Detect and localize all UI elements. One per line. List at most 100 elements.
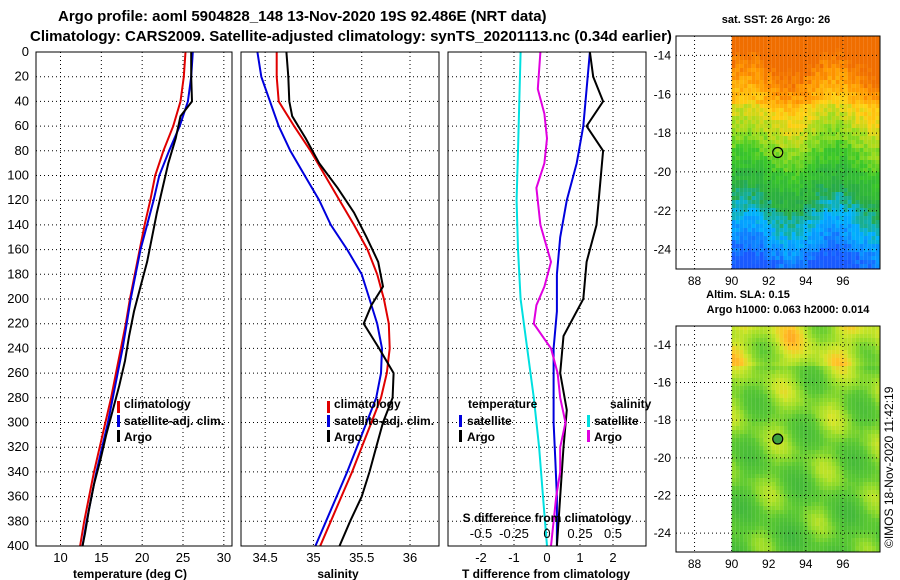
map-cell xyxy=(775,486,780,490)
map-cell xyxy=(831,36,836,40)
map-cell xyxy=(759,466,764,470)
map-cell xyxy=(771,446,776,450)
map-cell xyxy=(755,184,760,188)
map-cell xyxy=(863,48,868,52)
map-cell xyxy=(859,394,864,398)
map-cell xyxy=(791,370,796,374)
map-cell xyxy=(831,56,836,60)
map-cell xyxy=(751,120,756,124)
map-cell xyxy=(763,232,768,236)
map-cell xyxy=(847,362,852,366)
map-cell xyxy=(779,522,784,526)
map-cell xyxy=(803,136,808,140)
map-cell xyxy=(827,36,832,40)
map-cell xyxy=(787,252,792,256)
map-cell xyxy=(799,394,804,398)
map-cell xyxy=(755,378,760,382)
map-cell xyxy=(815,426,820,430)
map-cell xyxy=(779,72,784,76)
map-cell xyxy=(855,76,860,80)
map-cell xyxy=(835,378,840,382)
map-cell xyxy=(771,40,776,44)
map-cell xyxy=(835,44,840,48)
map-cell xyxy=(863,390,868,394)
map-cell xyxy=(847,72,852,76)
map-cell xyxy=(843,394,848,398)
map-cell xyxy=(747,248,752,252)
map-cell xyxy=(771,550,776,552)
map-cell xyxy=(743,104,748,108)
map-cell xyxy=(847,212,852,216)
map-cell xyxy=(839,72,844,76)
map-cell xyxy=(807,414,812,418)
map-cell xyxy=(731,446,736,450)
map-cell xyxy=(811,422,816,426)
map-cell xyxy=(871,152,876,156)
map-cell xyxy=(847,36,852,40)
map-cell xyxy=(747,378,752,382)
map-cell xyxy=(875,550,880,552)
map-cell xyxy=(847,228,852,232)
map-cell xyxy=(863,88,868,92)
map-cell xyxy=(767,478,772,482)
map-cell xyxy=(847,470,852,474)
map-cell xyxy=(755,240,760,244)
map-cell xyxy=(843,148,848,152)
map-cell xyxy=(783,374,788,378)
map-cell xyxy=(799,184,804,188)
map-cell xyxy=(759,442,764,446)
map-cell xyxy=(747,40,752,44)
map-cell xyxy=(823,450,828,454)
map-cell xyxy=(831,426,836,430)
map-cell xyxy=(759,390,764,394)
map-cell xyxy=(807,108,812,112)
map-cell xyxy=(779,486,784,490)
map-cell xyxy=(843,236,848,240)
map-cell xyxy=(759,128,764,132)
map-cell xyxy=(839,156,844,160)
top-x-tick-label: 0.25 xyxy=(567,526,592,541)
map-cell xyxy=(767,180,772,184)
map-cell xyxy=(871,40,876,44)
map-cell xyxy=(803,458,808,462)
map-cell xyxy=(843,172,848,176)
map-cell xyxy=(843,518,848,522)
map-cell xyxy=(835,260,840,264)
map-cell xyxy=(755,546,760,550)
map-cell xyxy=(871,196,876,200)
map-cell xyxy=(779,204,784,208)
map-cell xyxy=(819,410,824,414)
map-cell xyxy=(779,224,784,228)
map-cell xyxy=(803,40,808,44)
map-cell xyxy=(735,494,740,498)
map-cell xyxy=(767,92,772,96)
map-cell xyxy=(779,40,784,44)
legend-label-sal-satellite: satellite xyxy=(594,414,639,428)
map-cell xyxy=(875,124,880,128)
map-cell xyxy=(759,438,764,442)
map-cell xyxy=(847,100,852,104)
map-cell xyxy=(791,216,796,220)
map-cell xyxy=(799,236,804,240)
map-cell xyxy=(783,40,788,44)
map-cell xyxy=(739,220,744,224)
map-cell xyxy=(871,458,876,462)
map-cell xyxy=(863,204,868,208)
map-cell xyxy=(743,248,748,252)
map-cell xyxy=(731,236,736,240)
map-cell xyxy=(827,542,832,546)
map-cell xyxy=(747,128,752,132)
map-cell xyxy=(775,132,780,136)
map-cell xyxy=(835,52,840,56)
map-cell xyxy=(851,354,856,358)
sla-map-title-2: Argo h1000: 0.063 h2000: 0.014 xyxy=(707,304,871,316)
map-cell xyxy=(783,466,788,470)
map-cell xyxy=(835,430,840,434)
map-cell xyxy=(759,264,764,268)
map-cell xyxy=(859,358,864,362)
map-cell xyxy=(735,228,740,232)
map-cell xyxy=(767,334,772,338)
map-cell xyxy=(735,40,740,44)
map-cell xyxy=(791,430,796,434)
map-cell xyxy=(759,216,764,220)
